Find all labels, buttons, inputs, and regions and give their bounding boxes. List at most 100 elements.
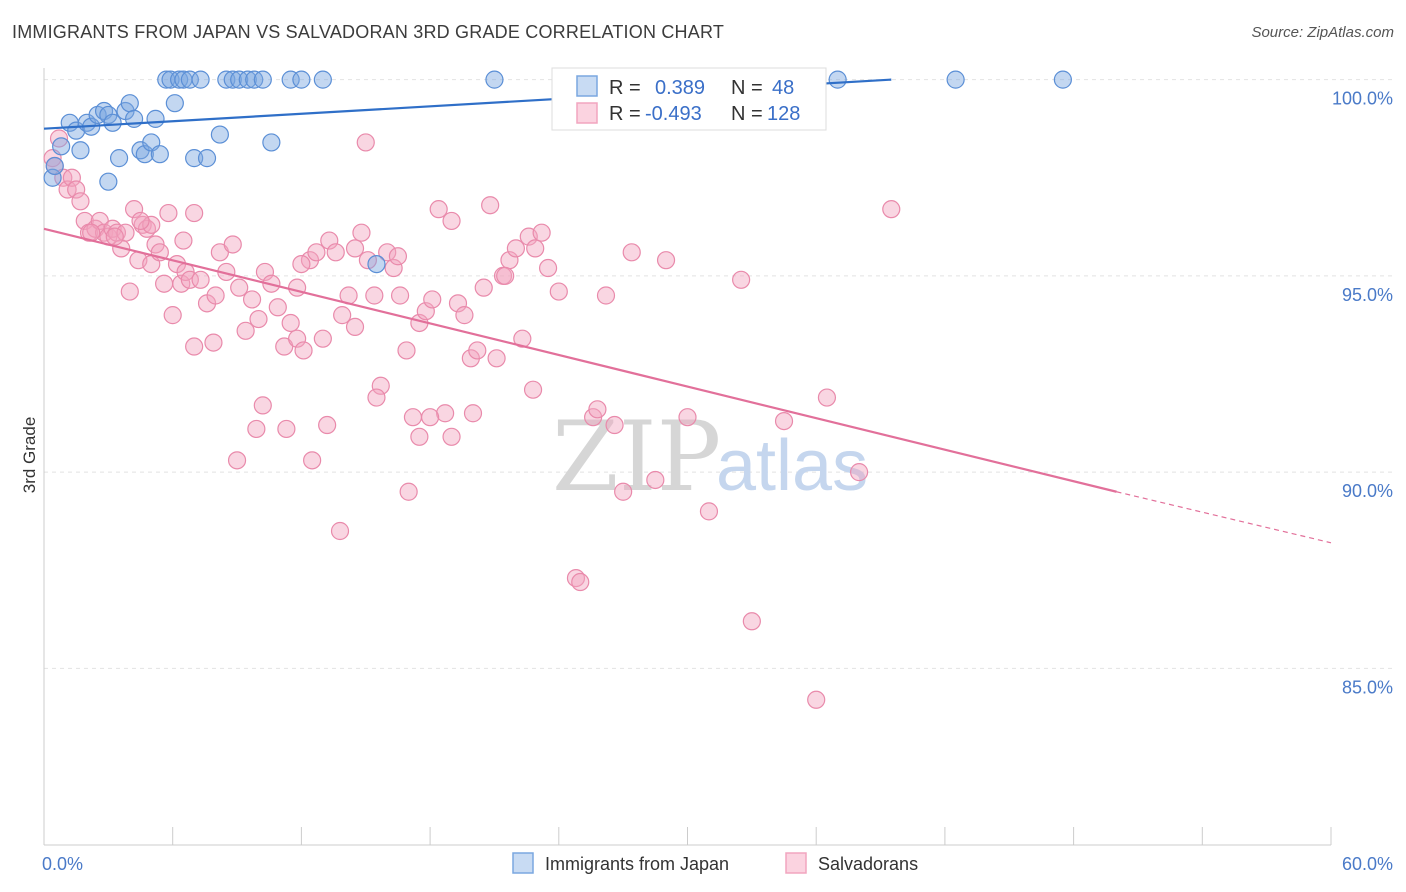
salvadorans-point — [605, 415, 624, 435]
salvadorans-point — [571, 572, 590, 592]
legend-salvadorans-label: Salvadorans — [818, 854, 918, 874]
japan-point — [210, 125, 229, 144]
watermark: ZIP atlas — [552, 401, 868, 513]
japan-point — [292, 70, 311, 89]
salvadorans-point — [807, 690, 826, 709]
japan-point — [485, 70, 504, 89]
salvadorans-point — [365, 286, 384, 305]
japan-point — [197, 149, 217, 168]
japan-point — [367, 255, 386, 274]
salvadorans-points — [43, 129, 901, 709]
salvadorans-point — [204, 333, 223, 352]
salvadorans-point — [292, 255, 311, 274]
legend-r-label-1: R = — [609, 77, 641, 99]
salvadorans-point — [120, 282, 139, 301]
salvadorans-point — [487, 349, 506, 368]
legend-n-value-2: 128 — [767, 103, 800, 125]
legend-pink-swatch — [576, 102, 598, 124]
japan-point — [71, 141, 90, 160]
salvadorans-point — [62, 168, 81, 187]
salvadorans-point — [410, 427, 429, 446]
japan-point — [1053, 70, 1072, 89]
japan-point — [253, 70, 272, 89]
salvadorans-point — [281, 313, 300, 333]
y-tick-label: 100.0% — [1332, 89, 1393, 109]
legend-n-label-1: N = — [731, 77, 763, 99]
salvadorans-point — [403, 408, 423, 427]
japan-point — [150, 145, 169, 164]
legend-n-value-1: 48 — [772, 77, 794, 99]
salvadorans-point — [185, 203, 204, 223]
salvadorans-point — [172, 274, 191, 293]
legend-r-value-1: 0.389 — [655, 77, 705, 99]
salvadorans-point — [523, 380, 543, 399]
japan-point — [109, 149, 129, 168]
legend-salvadorans-swatch — [785, 852, 807, 874]
salvadorans-point — [303, 451, 322, 470]
salvadorans-trend-line — [43, 227, 1117, 493]
salvadorans-point — [313, 329, 332, 348]
y-tick-label: 90.0% — [1342, 481, 1393, 501]
salvadorans-point — [774, 412, 794, 431]
salvadorans-point — [142, 215, 161, 234]
salvadorans-point — [116, 223, 135, 242]
salvadorans-point — [506, 239, 526, 258]
salvadorans-point — [223, 235, 242, 254]
salvadorans-point — [318, 415, 337, 435]
salvadorans-point — [882, 200, 901, 219]
salvadorans-point — [345, 317, 365, 336]
salvadorans-point — [448, 294, 468, 313]
japan-point — [217, 70, 236, 89]
salvadorans-point — [255, 262, 275, 282]
salvadorans-point — [463, 404, 483, 423]
japan-point — [135, 145, 154, 164]
salvadorans-point — [622, 243, 641, 262]
salvadorans-point — [352, 223, 371, 242]
salvadorans-point — [249, 309, 268, 329]
japan-point — [43, 168, 62, 187]
salvadorans-point — [526, 239, 545, 258]
x-tick-labels: 0.0% 60.0% — [42, 854, 1393, 874]
salvadorans-point — [367, 388, 386, 407]
salvadorans-point — [614, 482, 633, 501]
salvadorans-point — [429, 200, 448, 219]
salvadorans-point — [390, 286, 410, 305]
japan-point — [170, 70, 189, 89]
salvadorans-point — [699, 502, 719, 521]
salvadorans-point — [474, 278, 493, 297]
salvadorans-point — [397, 341, 416, 360]
salvadorans-point — [742, 612, 761, 631]
salvadorans-point — [242, 290, 262, 309]
watermark-zip: ZIP — [552, 401, 721, 513]
japan-point — [191, 70, 210, 89]
salvadorans-point — [817, 388, 837, 407]
salvadorans-point — [596, 286, 616, 305]
salvadorans-point — [288, 329, 307, 348]
japan-point — [281, 70, 300, 89]
salvadorans-point — [416, 302, 435, 321]
correlation-legend: R = 0.389 N = 48 R = -0.493 N = 128 — [551, 67, 827, 131]
salvadorans-point — [358, 251, 377, 270]
salvadorans-point — [67, 180, 86, 199]
japan-point — [223, 70, 242, 89]
legend-n-label-2: N = — [731, 103, 763, 125]
grid-lines — [44, 79, 1392, 669]
salvadorans-point — [320, 231, 339, 250]
salvadorans-point — [549, 282, 568, 301]
salvadorans-point — [646, 470, 665, 490]
salvadorans-point — [253, 396, 272, 415]
salvadorans-point — [206, 286, 225, 305]
axes — [43, 68, 1332, 846]
y-axis-label: 3rd Grade — [20, 417, 39, 494]
japan-point — [99, 172, 118, 191]
salvadorans-point — [191, 270, 210, 289]
x-tick-label-max: 60.0% — [1342, 854, 1393, 874]
salvadorans-point — [442, 427, 461, 446]
salvadorans-point — [345, 239, 365, 258]
japan-point — [103, 113, 122, 132]
salvadorans-point — [588, 400, 607, 419]
legend-r-value-2: -0.493 — [645, 103, 702, 125]
salvadorans-point — [236, 321, 255, 340]
salvadorans-point — [468, 341, 487, 360]
